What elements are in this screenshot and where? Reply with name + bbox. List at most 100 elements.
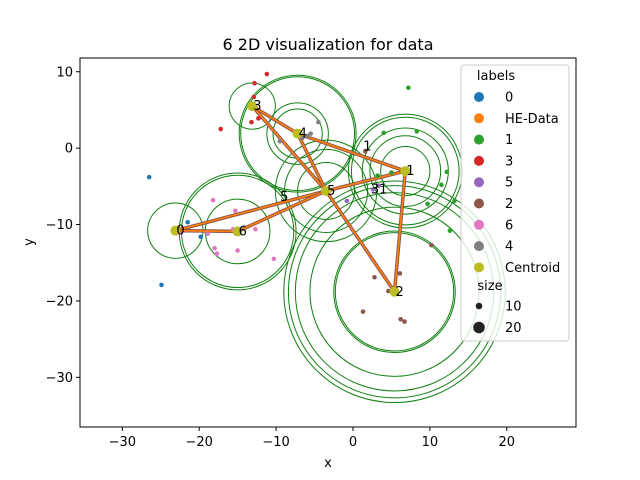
cluster-circle <box>333 230 456 354</box>
centroid-annotation: 31 <box>371 182 388 197</box>
centroids-layer <box>170 101 411 297</box>
y-tick-label: −30 <box>46 371 73 386</box>
cluster-circle <box>380 145 431 197</box>
data-point <box>271 256 277 262</box>
legend-swatch <box>474 241 484 252</box>
legend-swatch <box>474 219 484 230</box>
data-point <box>414 129 420 134</box>
cluster-circle <box>334 232 455 352</box>
data-point <box>452 198 457 204</box>
data-point <box>397 271 403 276</box>
legend-label: 1 <box>505 133 513 148</box>
data-point <box>277 138 283 144</box>
data-point <box>406 85 411 91</box>
centroid-annotation: 5 <box>280 190 288 205</box>
legend-swatch <box>474 134 484 145</box>
y-axis-ticks: −30 −20 −10 0 10 <box>46 65 80 386</box>
data-point <box>210 197 216 203</box>
data-point <box>360 309 366 314</box>
data-point <box>256 116 261 121</box>
centroid-annotation: 0 <box>176 224 184 239</box>
cluster-circle <box>266 102 329 165</box>
x-tick-label: 0 <box>349 435 357 450</box>
legend-size-title: size <box>477 279 502 294</box>
he-line <box>325 190 396 293</box>
x-axis-ticks: −30 −20 −10 0 10 20 <box>109 427 515 450</box>
legend-swatch <box>474 113 484 124</box>
data-point <box>212 245 217 251</box>
data-point <box>308 131 313 136</box>
centroid-annotation: 1 <box>406 164 414 179</box>
data-point <box>251 94 257 100</box>
legend-size-marker <box>473 321 485 334</box>
centroid-annotation: 5 <box>327 184 335 199</box>
data-point <box>444 169 450 175</box>
legend-label: 2 <box>505 197 513 212</box>
legend-swatch <box>474 92 484 102</box>
data-point <box>159 282 164 288</box>
chart-title: 6 2D visualization for data <box>223 35 434 54</box>
data-point <box>375 173 380 178</box>
centroid-marker <box>389 286 400 297</box>
legend-swatch <box>474 262 484 273</box>
he-line <box>236 190 327 233</box>
data-point <box>344 198 350 204</box>
data-point <box>249 119 254 125</box>
data-point <box>214 251 220 256</box>
data-point <box>425 201 430 207</box>
legend-title: labels <box>477 69 515 84</box>
data-point <box>429 242 434 248</box>
legend-swatch <box>474 155 484 166</box>
centroid-annotation: 3 <box>253 99 261 114</box>
x-tick-label: −30 <box>109 435 136 450</box>
centroid-marker <box>170 225 181 236</box>
legend-swatch <box>474 198 484 209</box>
legend-label: 5 <box>505 176 513 191</box>
data-point <box>386 288 391 294</box>
data-point <box>370 187 376 192</box>
cluster-circle <box>369 135 442 207</box>
points-layer <box>146 71 457 324</box>
data-point <box>376 183 381 188</box>
data-point <box>372 274 377 280</box>
x-axis-label: x <box>324 456 332 471</box>
cluster-circle <box>350 116 460 226</box>
x-tick-label: −20 <box>185 435 212 450</box>
legend-swatch <box>474 177 484 188</box>
cluster-circle <box>284 148 369 233</box>
data-point <box>389 170 394 175</box>
y-tick-label: 10 <box>56 65 73 80</box>
data-point <box>185 219 190 225</box>
he-lines-layer <box>173 104 408 294</box>
x-tick-label: 10 <box>422 435 439 450</box>
centroid-annotation: 6 <box>239 224 247 239</box>
centroid-annotation: 1 <box>363 140 371 155</box>
legend-label: 3 <box>505 154 513 169</box>
y-axis-label: y <box>22 238 37 246</box>
data-point <box>316 119 321 125</box>
he-line <box>174 190 327 232</box>
y-tick-label: −10 <box>46 218 73 233</box>
data-point <box>198 234 204 240</box>
legend-size-label: 10 <box>505 300 522 315</box>
he-line <box>251 105 327 192</box>
legend-label: 0 <box>505 91 513 106</box>
y-tick-label: 0 <box>65 142 73 157</box>
legend-size-marker <box>475 302 483 310</box>
legend-label: 6 <box>505 218 513 233</box>
centroid-annotation: 4 <box>299 127 307 142</box>
centroid-marker <box>400 166 411 177</box>
legend: labels 0 HE-Data 1 3 5 2 6 4 Centroid size 10 20 <box>460 64 570 342</box>
data-point <box>253 226 258 232</box>
annotations-layer: 0 1 1 2 3 4 5 5 6 31 <box>176 99 414 300</box>
centroid-marker <box>232 226 243 237</box>
legend-label: HE-Data <box>505 112 559 127</box>
legend-label: Centroid <box>505 261 560 276</box>
he-line <box>296 132 407 172</box>
legend-box <box>460 64 570 342</box>
data-point <box>146 174 152 180</box>
y-tick-label: −20 <box>46 294 73 309</box>
he-line <box>251 105 299 135</box>
centroid-marker <box>321 185 332 196</box>
